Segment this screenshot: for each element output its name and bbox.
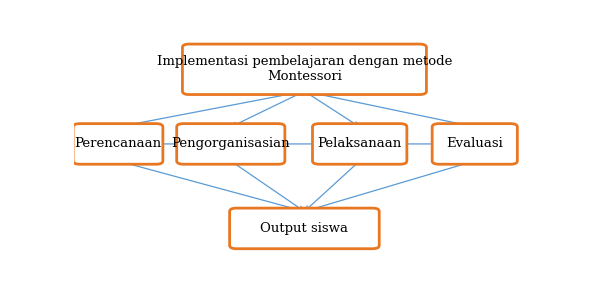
FancyBboxPatch shape (230, 208, 379, 249)
FancyBboxPatch shape (73, 124, 163, 164)
Text: Perencanaan: Perencanaan (74, 137, 162, 150)
Text: Evaluasi: Evaluasi (446, 137, 503, 150)
Text: Pelaksanaan: Pelaksanaan (318, 137, 402, 150)
Text: Output siswa: Output siswa (260, 222, 349, 235)
FancyBboxPatch shape (182, 44, 426, 95)
FancyBboxPatch shape (176, 124, 285, 164)
Text: Pengorganisasian: Pengorganisasian (172, 137, 290, 150)
FancyBboxPatch shape (432, 124, 517, 164)
Text: Implementasi pembelajaran dengan metode
Montessori: Implementasi pembelajaran dengan metode … (157, 55, 452, 83)
FancyBboxPatch shape (312, 124, 407, 164)
